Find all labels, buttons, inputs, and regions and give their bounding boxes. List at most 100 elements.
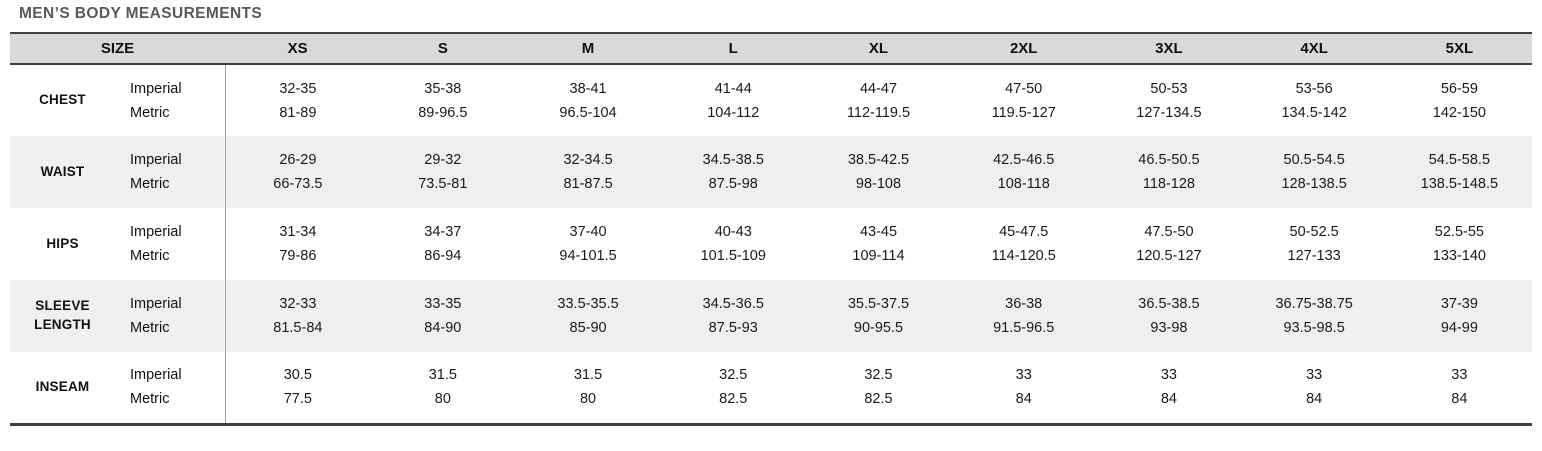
measurement-cell: 33-35 84-90 (370, 280, 515, 352)
imperial-value: 35.5-37.5 (847, 296, 910, 312)
imperial-value: 56-59 (1440, 80, 1478, 97)
measurement-cell: 26-29 66-73.5 (225, 136, 370, 208)
imperial-value: 54.5-58.5 (1428, 152, 1491, 168)
measurement-cell: 47-50 119.5-127 (951, 64, 1096, 136)
measurement-cell: 33 84 (1096, 352, 1241, 424)
measurement-cell: 50-52.5 127-133 (1242, 208, 1387, 280)
unit-label: Metric (130, 391, 170, 408)
metric-value: 81.5-84 (273, 320, 323, 336)
unit-label: Metric (130, 248, 170, 264)
metric-value: 94-101.5 (559, 248, 617, 264)
imperial-value: 31-34 (279, 224, 317, 240)
measurement-cell: 36-38 91.5-96.5 (951, 280, 1096, 352)
metric-value: 112-119.5 (846, 104, 911, 121)
metric-value: 108-118 (997, 176, 1050, 192)
measurement-cell: 50-53 127-134.5 (1096, 64, 1241, 136)
measurement-cell: 56-59 142-150 (1387, 64, 1532, 136)
measurement-cell: 54.5-58.5 138.5-148.5 (1387, 136, 1532, 208)
metric-value: 84 (1306, 391, 1323, 408)
metric-value: 73.5-81 (418, 176, 468, 192)
metric-value: 93.5-98.5 (1283, 320, 1345, 336)
imperial-value: 37-40 (569, 224, 607, 240)
imperial-value: 47-50 (1005, 80, 1043, 97)
imperial-value: 52.5-55 (1434, 224, 1484, 240)
unit-label: Imperial (130, 80, 182, 97)
imperial-value: 32-35 (279, 80, 317, 97)
measurement-cell: 32-35 81-89 (225, 64, 370, 136)
metric-value: 66-73.5 (273, 176, 323, 192)
metric-value: 133-140 (1432, 248, 1486, 264)
imperial-value: 50-52.5 (1289, 224, 1339, 240)
measurement-cell: 41-44 104-112 (661, 64, 806, 136)
size-header-xl: XL (805, 32, 952, 65)
metric-value: 82.5 (719, 391, 748, 408)
size-header-s: S (370, 32, 516, 65)
imperial-value: 42.5-46.5 (993, 152, 1055, 168)
imperial-value: 31.5 (573, 367, 603, 384)
measurement-cell: 32-33 81.5-84 (225, 280, 370, 352)
unit-label: Imperial (130, 224, 182, 240)
table-row-hips: HIPS Imperial Metric 31-34 79-86 34-37 86-94 37… (10, 208, 1532, 280)
imperial-value: 50.5-54.5 (1283, 152, 1345, 168)
measurement-cell: 38-41 96.5-104 (515, 64, 660, 136)
imperial-value: 33.5-35.5 (557, 296, 619, 312)
imperial-value: 47.5-50 (1144, 224, 1194, 240)
imperial-value: 34.5-36.5 (702, 296, 764, 312)
row-label: HIPS (46, 235, 79, 251)
metric-value: 120.5-127 (1136, 248, 1202, 264)
imperial-value: 36.75-38.75 (1275, 296, 1353, 312)
imperial-value: 36-38 (1005, 296, 1043, 312)
measurement-cell: 33 84 (1387, 352, 1532, 424)
imperial-value: 50-53 (1150, 80, 1188, 97)
row-label: SLEEVE LENGTH (34, 298, 91, 332)
measurement-cell: 45-47.5 114-120.5 (951, 208, 1096, 280)
metric-value: 84-90 (424, 320, 462, 336)
metric-value: 134.5-142 (1281, 104, 1347, 121)
measurement-cell: 29-32 73.5-81 (370, 136, 515, 208)
imperial-value: 32.5 (864, 367, 893, 384)
measurement-cell: 31.5 80 (515, 352, 660, 424)
measurement-cell: 34.5-38.5 87.5-98 (661, 136, 806, 208)
imperial-value: 44-47 (859, 80, 898, 97)
imperial-value: 26-29 (279, 152, 317, 168)
measurement-cell: 32.5 82.5 (661, 352, 806, 424)
unit-labels: Imperial Metric (115, 208, 226, 280)
table-row-chest: CHEST Imperial Metric 32-35 81-89 35-38 89-96.… (10, 64, 1532, 136)
metric-value: 81-89 (279, 104, 317, 121)
metric-value: 89-96.5 (418, 104, 468, 121)
size-header-m: M (515, 32, 661, 65)
unit-label: Metric (130, 104, 170, 121)
metric-value: 138.5-148.5 (1420, 176, 1499, 192)
metric-value: 118-128 (1142, 176, 1195, 192)
measurement-cell: 33.5-35.5 85-90 (515, 280, 660, 352)
measurement-cell: 31-34 79-86 (225, 208, 370, 280)
size-header-xs: XS (225, 32, 371, 65)
metric-value: 87.5-93 (708, 320, 758, 336)
imperial-value: 32-34.5 (563, 152, 613, 168)
metric-value: 85-90 (569, 320, 607, 336)
imperial-value: 32-33 (279, 296, 317, 312)
imperial-value: 40-43 (714, 224, 752, 240)
measurement-cell: 53-56 134.5-142 (1242, 64, 1387, 136)
imperial-value: 36.5-38.5 (1138, 296, 1200, 312)
measurement-cell: 42.5-46.5 108-118 (951, 136, 1096, 208)
measurement-cell: 40-43 101.5-109 (661, 208, 806, 280)
measurements-table: SIZE XS S M L XL 2XL 3XL 4XL 5XL CHEST Imperial Me… (10, 32, 1532, 426)
imperial-value: 43-45 (859, 224, 898, 240)
imperial-value: 45-47.5 (999, 224, 1049, 240)
imperial-value: 33 (1306, 367, 1323, 384)
metric-value: 142-150 (1432, 104, 1486, 121)
measurement-cell: 37-39 94-99 (1387, 280, 1532, 352)
metric-value: 93-98 (1150, 320, 1188, 336)
imperial-value: 37-39 (1440, 296, 1478, 312)
metric-value: 109-114 (852, 248, 905, 264)
metric-value: 91.5-96.5 (993, 320, 1055, 336)
table-row-waist: WAIST Imperial Metric 26-29 66-73.5 29-32 73.5… (10, 136, 1532, 208)
metric-value: 82.5 (864, 391, 893, 408)
measurement-cell: 44-47 112-119.5 (806, 64, 951, 136)
measurement-cell: 36.5-38.5 93-98 (1096, 280, 1241, 352)
size-header-l: L (660, 32, 806, 65)
header-row: SIZE XS S M L XL 2XL 3XL 4XL 5XL (10, 32, 1532, 65)
imperial-value: 46.5-50.5 (1138, 152, 1200, 168)
